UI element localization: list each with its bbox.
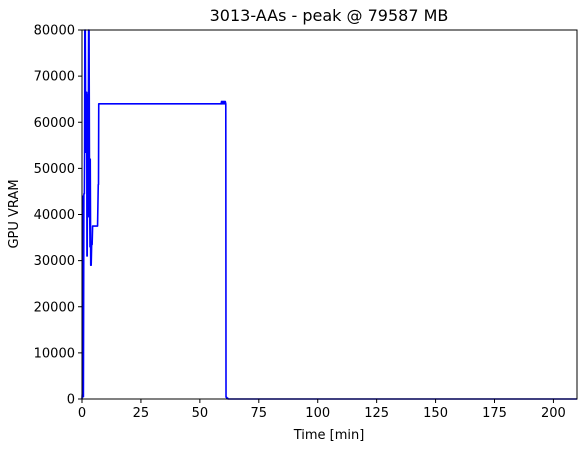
y-tick-label: 30000: [34, 254, 75, 269]
x-tick-label: 150: [423, 406, 448, 421]
y-tick-label: 50000: [34, 162, 75, 177]
y-tick-label: 60000: [34, 116, 75, 131]
y-tick-label: 20000: [34, 300, 75, 315]
x-tick-label: 175: [482, 406, 507, 421]
x-tick-label: 125: [364, 406, 389, 421]
y-tick-label: 70000: [34, 70, 75, 85]
plot-area: [82, 30, 577, 399]
x-tick-label: 50: [192, 406, 209, 421]
x-axis: 0 25 50 75 100 125 150 175 200: [78, 399, 566, 421]
y-tick-label: 0: [67, 393, 75, 408]
x-tick-label: 0: [78, 406, 86, 421]
y-tick-label: 80000: [34, 24, 75, 39]
x-tick-label: 100: [305, 406, 330, 421]
y-axis: 0 10000 20000 30000 40000 50000 60000 70000 8000…: [34, 24, 82, 408]
x-tick-label: 200: [541, 406, 566, 421]
x-tick-label: 75: [251, 406, 268, 421]
chart-title: 3013-AAs - peak @ 79587 MB: [210, 6, 449, 25]
plot-background: [82, 30, 577, 399]
y-axis-label: GPU VRAM: [7, 179, 22, 248]
y-tick-label: 40000: [34, 208, 75, 223]
y-tick-label: 10000: [34, 346, 75, 361]
x-axis-label: Time [min]: [293, 428, 365, 443]
x-tick-label: 25: [133, 406, 150, 421]
